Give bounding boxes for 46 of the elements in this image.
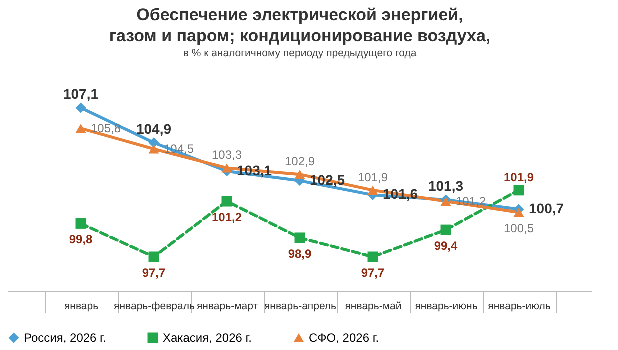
chart-title: Обеспечение электрической энергией, газом и паром; кондиционирование воздуха, — [109, 6, 491, 46]
point — [148, 252, 160, 262]
point — [148, 138, 160, 148]
chart-subtitle: в % к аналогичному периоду предыдущего года — [183, 48, 417, 60]
data-label: 102,9 — [284, 154, 316, 169]
data-label: 97,7 — [142, 266, 166, 280]
data-label: 101,6 — [383, 186, 418, 202]
x-tick-label: январь-июль — [488, 300, 552, 312]
data-label: 101,2 — [456, 194, 486, 209]
point — [148, 144, 160, 154]
x-tick-label: январь — [64, 300, 100, 312]
point — [76, 102, 86, 114]
point — [76, 218, 86, 229]
data-label: 105,8 — [91, 122, 122, 136]
data-label: 99,4 — [434, 239, 458, 254]
data-label: 101,9 — [358, 170, 388, 184]
point — [222, 196, 232, 207]
data-label: 100,7 — [529, 200, 564, 216]
data-label: 107,1 — [63, 86, 99, 102]
data-label: 101,9 — [504, 170, 534, 184]
data-label: 101,2 — [212, 210, 242, 225]
data-label: 103,1 — [237, 162, 272, 178]
data-label: 103,3 — [212, 148, 242, 162]
point — [514, 208, 524, 218]
legend-label: Хакасия, 2026 г. — [163, 331, 252, 345]
x-tick-label: январь-май — [345, 300, 402, 312]
point — [222, 164, 232, 173]
data-label: 101,3 — [428, 178, 464, 194]
point — [294, 232, 306, 244]
x-tick-label: январь-апрель — [264, 300, 338, 312]
data-label: 100,5 — [504, 222, 534, 236]
point — [514, 185, 524, 196]
point — [368, 252, 378, 262]
x-tick-label: январь-февраль — [114, 300, 196, 312]
legend-label: Россия, 2026 г. — [24, 331, 106, 345]
data-label: 97,7 — [361, 266, 385, 280]
data-label: 104,9 — [136, 120, 172, 137]
point — [368, 186, 378, 195]
data-label: 98,9 — [288, 246, 312, 261]
point — [76, 124, 86, 134]
legend-label: СФО, 2026 г. — [309, 331, 380, 345]
point — [440, 224, 452, 236]
point — [294, 170, 306, 180]
x-tick-label: январь-март — [196, 300, 258, 312]
data-label: 99,8 — [69, 232, 93, 247]
x-tick-label: январь-июнь — [415, 300, 478, 312]
